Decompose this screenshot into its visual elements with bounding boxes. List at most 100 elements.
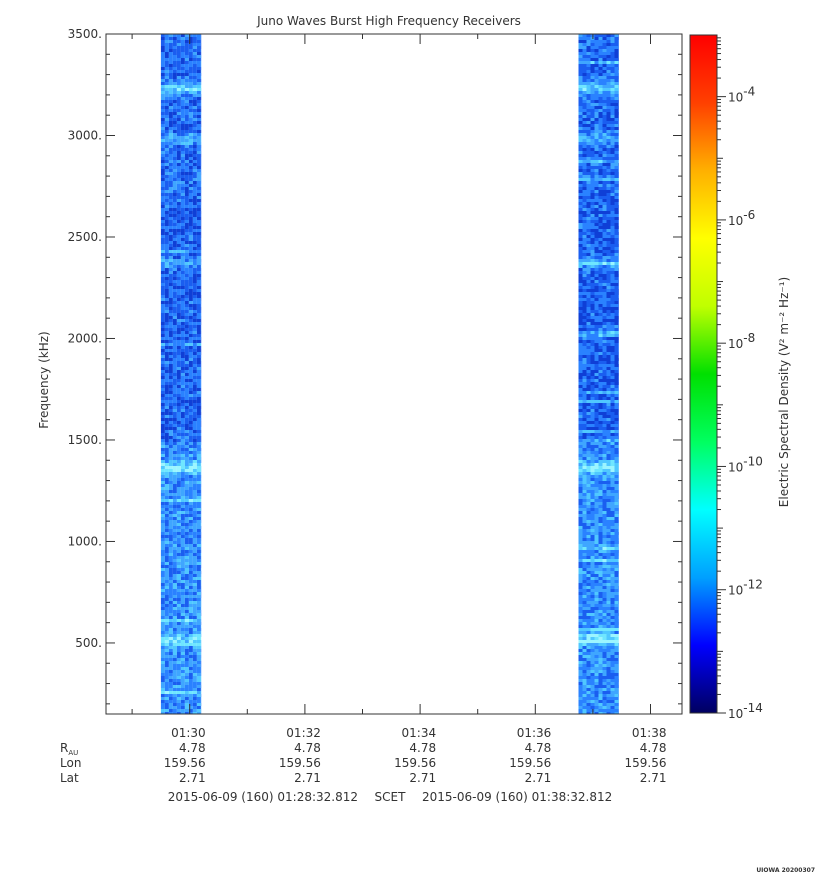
spectrogram-cell: [598, 382, 603, 385]
spectrogram-cell: [160, 619, 165, 622]
spectrogram-cell: [598, 121, 603, 124]
spectrogram-cell: [164, 493, 169, 496]
spectrogram-cell: [172, 442, 177, 445]
spectrogram-cell: [598, 652, 603, 655]
spectrogram-cell: [594, 172, 599, 175]
spectrogram-cell: [582, 670, 587, 673]
spectrogram-cell: [160, 541, 165, 544]
spectrogram-cell: [180, 136, 185, 139]
spectrogram-cell: [196, 505, 201, 508]
spectrogram-cell: [614, 676, 619, 679]
spectrogram-cell: [606, 454, 611, 457]
spectrogram-cell: [196, 526, 201, 529]
spectrogram-cell: [586, 619, 591, 622]
spectrogram-cell: [582, 262, 587, 265]
spectrogram-cell: [606, 382, 611, 385]
spectrogram-cell: [192, 454, 197, 457]
spectrogram-cell: [180, 532, 185, 535]
spectrogram-cell: [610, 133, 615, 136]
spectrogram-cell: [598, 448, 603, 451]
spectrogram-cell: [176, 148, 181, 151]
spectrogram-cell: [176, 493, 181, 496]
spectrogram-cell: [578, 61, 583, 64]
spectrogram-cell: [594, 550, 599, 553]
spectrogram-cell: [594, 592, 599, 595]
spectrogram-cell: [614, 241, 619, 244]
spectrogram-cell: [172, 505, 177, 508]
spectrogram-cell: [188, 259, 193, 262]
spectrogram-cell: [192, 706, 197, 709]
spectrogram-cell: [160, 289, 165, 292]
spectrogram-cell: [606, 601, 611, 604]
spectrogram-cell: [610, 103, 615, 106]
spectrogram-cell: [590, 376, 595, 379]
spectrogram-cell: [192, 367, 197, 370]
spectrogram-cell: [164, 661, 169, 664]
spectrogram-cell: [590, 505, 595, 508]
spectrogram-cell: [602, 40, 607, 43]
spectrogram-cell: [598, 196, 603, 199]
spectrogram-cell: [594, 511, 599, 514]
spectrogram-cell: [578, 391, 583, 394]
spectrogram-cell: [164, 235, 169, 238]
spectrogram-cell: [176, 76, 181, 79]
spectrogram-cell: [164, 529, 169, 532]
spectrogram-cell: [188, 391, 193, 394]
spectrogram-cell: [192, 478, 197, 481]
spectrogram-cell: [590, 91, 595, 94]
spectrogram-cell: [606, 574, 611, 577]
spectrogram-cell: [598, 661, 603, 664]
spectrogram-cell: [602, 457, 607, 460]
spectrogram-cell: [602, 328, 607, 331]
spectrogram-cell: [184, 244, 189, 247]
spectrogram-cell: [160, 418, 165, 421]
spectrogram-cell: [160, 646, 165, 649]
spectrogram-cell: [590, 526, 595, 529]
spectrogram-cell: [586, 415, 591, 418]
spectrogram-cell: [606, 136, 611, 139]
spectrogram-cell: [590, 202, 595, 205]
spectrogram-cell: [586, 577, 591, 580]
spectrogram-cell: [188, 145, 193, 148]
spectrogram-cell: [590, 301, 595, 304]
spectrogram-cell: [582, 622, 587, 625]
spectrogram-cell: [598, 622, 603, 625]
spectrogram-cell: [172, 637, 177, 640]
spectrogram-cell: [176, 508, 181, 511]
spectrogram-cell: [606, 448, 611, 451]
spectrogram-cell: [180, 526, 185, 529]
spectrogram-cell: [192, 379, 197, 382]
spectrogram-cell: [602, 79, 607, 82]
spectrogram-cell: [598, 94, 603, 97]
spectrogram-cell: [196, 421, 201, 424]
spectrogram-cell: [586, 523, 591, 526]
spectrogram-cell: [594, 250, 599, 253]
spectrogram-cell: [594, 619, 599, 622]
spectrogram-cell: [598, 703, 603, 706]
spectrogram-cell: [172, 667, 177, 670]
spectrogram-cell: [176, 523, 181, 526]
spectrogram-cell: [184, 331, 189, 334]
spectrogram-cell: [614, 274, 619, 277]
spectrogram-cell: [168, 307, 173, 310]
spectrogram-cell: [578, 46, 583, 49]
spectrogram-cell: [196, 58, 201, 61]
spectrogram-cell: [594, 562, 599, 565]
spectrogram-cell: [606, 220, 611, 223]
spectrogram-cell: [172, 487, 177, 490]
spectrogram-cell: [196, 499, 201, 502]
spectrogram-cell: [192, 400, 197, 403]
spectrogram-cell: [160, 352, 165, 355]
spectrogram-cell: [602, 124, 607, 127]
spectrogram-cell: [184, 205, 189, 208]
spectrogram-cell: [188, 82, 193, 85]
spectrogram-cell: [586, 610, 591, 613]
spectrogram-cell: [168, 106, 173, 109]
spectrogram-cell: [176, 556, 181, 559]
spectrogram-cell: [164, 112, 169, 115]
spectrogram-cell: [598, 133, 603, 136]
spectrogram-cell: [160, 685, 165, 688]
spectrogram-cell: [192, 436, 197, 439]
spectrogram-cell: [184, 610, 189, 613]
spectrogram-cell: [594, 460, 599, 463]
